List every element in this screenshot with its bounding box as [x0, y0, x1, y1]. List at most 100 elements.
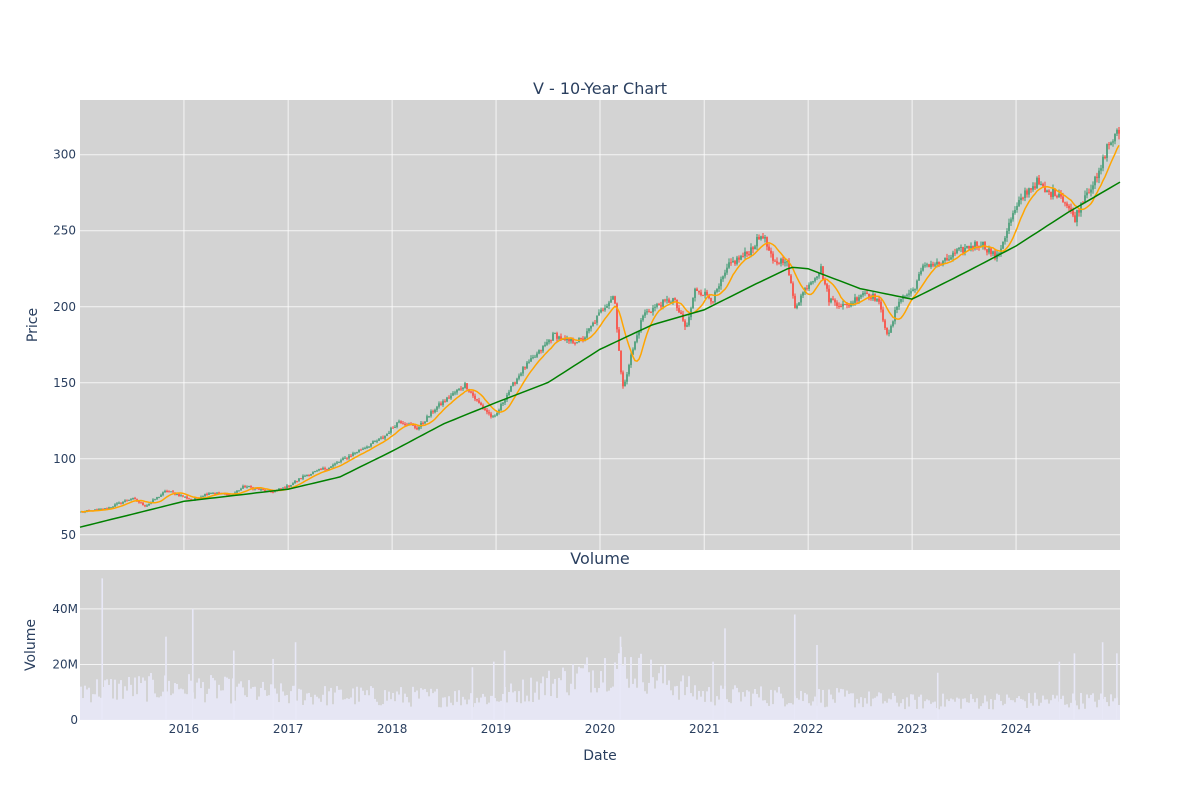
volume-bar [712, 661, 714, 720]
candle-body [992, 251, 994, 255]
candle-body [966, 245, 968, 248]
candle-body [364, 448, 366, 450]
candle-body [644, 312, 646, 316]
candle-body [934, 264, 936, 266]
volume-bar [772, 704, 774, 720]
price-y-tick-label: 50 [61, 528, 76, 542]
candle-body [242, 486, 244, 489]
volume-bar [1020, 698, 1022, 720]
volume-bar [902, 699, 904, 720]
volume-bar [590, 692, 592, 720]
volume-bar [142, 677, 144, 720]
candle-body [1074, 215, 1076, 223]
candle-body [974, 241, 976, 249]
candle-body [324, 468, 326, 470]
volume-bar [522, 679, 524, 720]
volume-bar [328, 691, 330, 720]
volume-bar [768, 705, 770, 720]
volume-bar [212, 677, 214, 720]
volume-bar [716, 696, 718, 720]
candle-body [216, 492, 218, 494]
volume-bar [944, 706, 946, 720]
candle-body [1072, 209, 1074, 216]
candle-body [652, 307, 654, 313]
volume-bar [576, 673, 578, 720]
candle-body [1056, 195, 1058, 198]
volume-bar [678, 699, 680, 720]
volume-bar [1004, 703, 1006, 720]
candle-body [384, 435, 386, 439]
candle-body [1078, 210, 1080, 213]
candle-body [186, 496, 188, 499]
volume-bar [636, 687, 638, 720]
volume-bar [732, 689, 734, 720]
volume-bar [752, 693, 754, 720]
volume-bar [140, 683, 142, 720]
volume-bar [338, 689, 340, 720]
candle-body [688, 317, 690, 326]
candle-body [246, 486, 248, 488]
volume-bar [594, 687, 596, 720]
candle-body [948, 259, 950, 261]
volume-bar [1056, 695, 1058, 720]
candle-body [954, 252, 956, 254]
candle-body [856, 297, 858, 301]
volume-bar [186, 694, 188, 720]
volume-bar [764, 700, 766, 720]
volume-bar [928, 700, 930, 720]
candle-body [716, 288, 718, 292]
candle-body [316, 470, 318, 472]
candle-body [250, 486, 252, 488]
candle-body [818, 272, 820, 277]
candle-body [444, 401, 446, 403]
candle-body [588, 328, 590, 332]
candle-body [776, 261, 778, 264]
volume-bar [366, 690, 368, 720]
volume-bar [1096, 707, 1098, 720]
candle-body [492, 416, 494, 418]
candle-body [160, 494, 162, 497]
candle-body [712, 301, 714, 303]
volume-bar [660, 666, 662, 720]
candle-body [170, 491, 172, 493]
volume-bar [800, 690, 802, 720]
volume-bar [842, 689, 844, 720]
volume-bar [100, 697, 102, 720]
volume-bar [346, 698, 348, 720]
volume-bar [1026, 707, 1028, 720]
volume-bar [1094, 701, 1096, 720]
volume-bar [396, 691, 398, 720]
candle-body [646, 311, 648, 313]
volume-bar [128, 676, 130, 720]
candle-body [710, 297, 712, 302]
volume-bar [498, 701, 500, 720]
volume-bar [936, 672, 939, 720]
volume-bar [178, 689, 180, 720]
volume-bar [122, 698, 124, 720]
volume-bar [1084, 708, 1086, 720]
candle-body [1112, 141, 1114, 143]
candle-body [906, 294, 908, 296]
candle-body [518, 375, 520, 379]
candle-body [802, 292, 804, 296]
candle-body [180, 495, 182, 497]
volume-bar [108, 684, 110, 720]
volume-bar [356, 686, 358, 720]
volume-bar [924, 701, 926, 720]
volume-bar [1060, 698, 1062, 720]
volume-bar [668, 680, 670, 720]
candle-body [908, 293, 910, 295]
volume-bar [782, 698, 784, 720]
candle-body [700, 292, 702, 296]
candle-body [504, 399, 506, 403]
candle-body [98, 509, 100, 511]
volume-bar [942, 693, 944, 720]
candle-body [1098, 170, 1100, 179]
volume-bar [508, 692, 510, 720]
volume-bar [364, 695, 366, 720]
candle-body [840, 306, 842, 308]
volume-bar [984, 695, 986, 720]
volume-bar [898, 706, 900, 720]
candle-body [210, 492, 212, 494]
candle-body [820, 266, 822, 273]
